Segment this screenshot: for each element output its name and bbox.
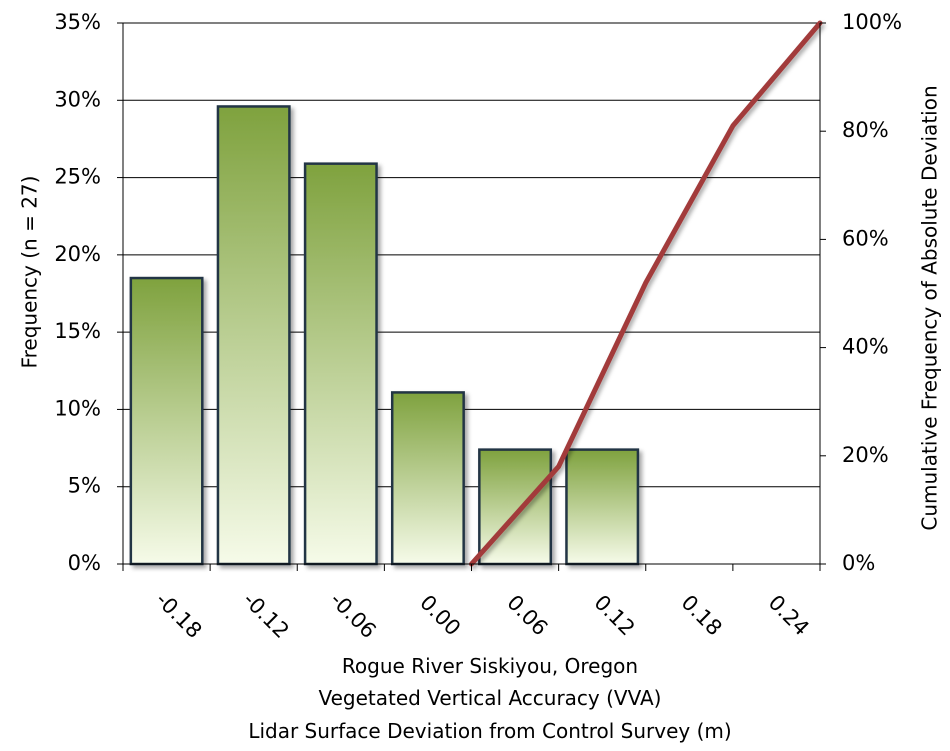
y-right-tick-label: 80% — [842, 118, 889, 142]
y-right-tick-label: 60% — [842, 226, 889, 250]
bar — [216, 105, 291, 566]
x-tick-label: 0.18 — [677, 590, 727, 640]
bar — [390, 391, 465, 566]
x-tick-label: 0.24 — [764, 590, 814, 640]
y-right-tick-label: 0% — [842, 551, 875, 575]
y-right-tick-label: 40% — [842, 335, 889, 359]
y-left-tick-label: 35% — [54, 10, 101, 34]
x-axis-title-line-1: Rogue River Siskiyou, Oregon — [342, 654, 638, 678]
bar — [303, 162, 378, 566]
cumulative-line — [469, 20, 823, 567]
y-right-tick-label: 100% — [842, 10, 902, 34]
cumulative-line-group — [469, 20, 823, 567]
x-tick-label: -0.06 — [325, 588, 380, 643]
bars — [129, 105, 640, 566]
y-left-tick-label: 10% — [54, 396, 101, 420]
y-left-tick-label: 0% — [68, 551, 101, 575]
y-right-tick-label: 20% — [842, 443, 889, 467]
y-axis-title-left: Frequency (n = 27) — [18, 176, 42, 369]
x-axis-title-line-2: Vegetated Vertical Accuracy (VVA) — [319, 686, 662, 710]
x-tick-label: -0.18 — [151, 588, 206, 643]
y-left-tick-label: 5% — [68, 474, 101, 498]
y-left-tick-label: 30% — [54, 87, 101, 111]
x-tick-label: 0.12 — [589, 590, 639, 640]
y-axis-title-right: Cumulative Frequency of Absolute Deviati… — [918, 85, 942, 530]
axes — [117, 22, 826, 571]
x-tick-label: 0.06 — [502, 590, 552, 640]
x-axis-title-line-3: Lidar Surface Deviation from Control Sur… — [248, 719, 731, 743]
y-left-tick-label: 20% — [54, 242, 101, 266]
bar — [129, 276, 204, 566]
y-left-tick-label: 25% — [54, 165, 101, 189]
x-tick-label: -0.12 — [238, 588, 293, 643]
y-left-tick-label: 15% — [54, 319, 101, 343]
bar — [565, 448, 640, 566]
x-tick-label: 0.00 — [415, 590, 465, 640]
